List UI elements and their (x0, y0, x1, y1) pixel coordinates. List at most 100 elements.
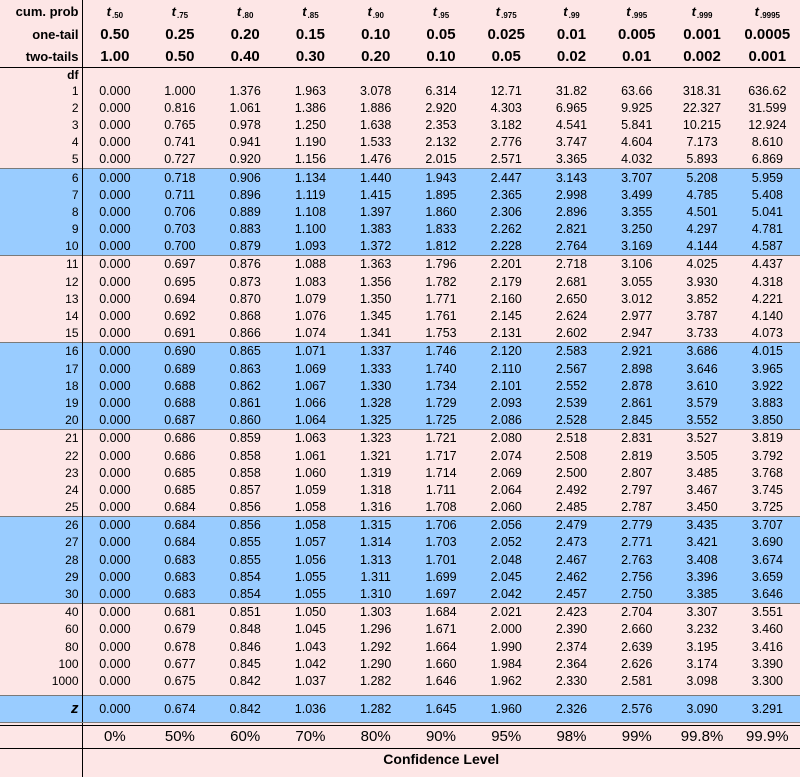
critical-value: 2.015 (425, 152, 457, 167)
critical-value: 0.856 (212, 515, 278, 534)
critical-value: 2.132 (425, 135, 457, 150)
table-row: 29 0.000 0.683 0.854 1.055 1.311 1.699 2.045 2.4… (0, 568, 800, 586)
critical-value: 3.450 (686, 500, 718, 515)
confidence-level-value: 98% (538, 724, 605, 749)
critical-value: 0.862 (212, 377, 278, 395)
df-value: 13 (0, 290, 83, 308)
df-header-blank (343, 68, 408, 83)
critical-value: 8.610 (751, 135, 783, 150)
t-subscript: .85 (307, 10, 319, 20)
df-value: 3 (0, 116, 83, 134)
df-value: 16 (0, 341, 83, 360)
confidence-level-value: 90% (408, 724, 474, 749)
critical-value: 2.921 (604, 341, 670, 360)
t-quantile-header: t.9995 (735, 0, 800, 23)
table-row: 17 0.000 0.689 0.863 1.069 1.333 1.740 2.110 2.5… (0, 360, 800, 378)
critical-value: 0.000 (99, 656, 131, 671)
df-value: 60 (0, 620, 83, 638)
two-tails-value: 0.50 (147, 45, 213, 68)
critical-value: 5.959 (734, 167, 800, 187)
spacer-cell (0, 768, 83, 777)
df-value: 6 (0, 167, 83, 187)
critical-value: 3.416 (751, 639, 783, 654)
spacer-cell (0, 722, 83, 726)
t-symbol: t (495, 3, 501, 19)
df-value: 100 (0, 655, 83, 673)
confidence-row-blank (0, 724, 83, 749)
table-row: 7 0.000 0.711 0.896 1.119 1.415 1.895 2.365 2.99… (0, 186, 800, 204)
t-quantile-header: t.995 (604, 0, 669, 23)
critical-value: 0.697 (147, 254, 213, 274)
z-value: 2.576 (604, 694, 670, 723)
critical-value: 2.080 (473, 428, 539, 447)
critical-value: 2.364 (555, 656, 588, 671)
critical-value: 9.925 (621, 100, 653, 115)
critical-value: 3.396 (669, 568, 735, 586)
critical-value: 2.056 (473, 515, 539, 534)
critical-value: 7.173 (686, 135, 718, 150)
z-value: 1.036 (277, 694, 344, 723)
df-value: 2 (0, 99, 83, 117)
critical-value: 1.088 (277, 254, 344, 274)
critical-value: 1.671 (425, 622, 457, 637)
df-value: 12 (0, 273, 83, 291)
t-subscript: .75 (177, 10, 189, 20)
critical-value: 5.893 (686, 152, 718, 167)
confidence-label-blank (0, 747, 83, 769)
df-value: 9 (0, 220, 83, 238)
table-row: 10 0.000 0.700 0.879 1.093 1.372 1.812 2.228 2.7… (0, 237, 800, 256)
t-quantile-header: t.85 (278, 0, 343, 23)
t-subscript: .90 (372, 10, 384, 20)
t-symbol: t (626, 3, 631, 19)
critical-value: 0.000 (82, 203, 148, 221)
one-tail-value: 0.05 (426, 25, 456, 43)
critical-value: 0.851 (212, 602, 278, 621)
critical-value: 2.763 (604, 551, 670, 569)
df-value: 30 (0, 585, 83, 604)
z-row: z 0.000 0.674 0.842 1.036 1.282 1.645 1.960 2.32… (0, 694, 800, 723)
critical-value: 2.000 (490, 622, 522, 637)
critical-value: 1.729 (408, 394, 474, 412)
one-tail-value: 0.10 (361, 25, 391, 43)
critical-value: 1.310 (343, 585, 409, 604)
two-tails-row: two-tails 1.00 0.50 0.40 0.30 0.20 0.10 0.05 0.… (0, 45, 800, 68)
critical-value: 2.681 (555, 274, 588, 289)
critical-value: 1.706 (408, 515, 474, 534)
confidence-level-label: Confidence Level (82, 747, 800, 769)
df-value: 24 (0, 481, 83, 499)
critical-value: 1.860 (408, 203, 474, 221)
critical-value: 0.000 (82, 341, 148, 360)
critical-value: 0.000 (82, 167, 148, 187)
critical-value: 2.567 (538, 360, 605, 378)
confidence-level-value: 95% (473, 724, 539, 749)
critical-value: 0.688 (147, 394, 213, 412)
critical-value: 3.365 (555, 152, 588, 167)
df-value: 1 (0, 82, 83, 100)
critical-value: 6.314 (425, 83, 457, 98)
critical-value: 0.683 (147, 568, 213, 586)
t-quantile-header: t.90 (343, 0, 408, 23)
spacer-cell (82, 769, 800, 777)
critical-value: 0.681 (147, 602, 213, 621)
critical-value: 0.941 (229, 135, 261, 150)
t-subscript: .975 (501, 10, 517, 20)
df-header-row: df (0, 67, 800, 83)
critical-value: 4.303 (490, 100, 522, 115)
critical-value: 3.055 (621, 274, 653, 289)
critical-value: 1.533 (360, 135, 392, 150)
critical-value: 1.697 (408, 585, 474, 604)
df-value: 4 (0, 133, 83, 151)
table-row: 4 0.000 0.741 0.941 1.190 1.533 2.132 2.776 3.74… (0, 133, 800, 151)
critical-value: 2.086 (473, 411, 539, 430)
critical-value: 0.863 (212, 360, 278, 378)
df-value: 15 (0, 324, 83, 343)
table-row: 5 0.000 0.727 0.920 1.156 1.476 2.015 2.571 3.36… (0, 150, 800, 169)
critical-value: 3.819 (734, 428, 800, 447)
critical-value: 1.079 (294, 291, 327, 306)
critical-value: 0.000 (82, 585, 148, 604)
critical-value: 1.292 (360, 639, 392, 654)
critical-value: 2.896 (538, 203, 605, 221)
z-value: 0.000 (82, 694, 148, 723)
confidence-level-value: 0% (82, 724, 148, 749)
critical-value: 0.000 (99, 500, 131, 515)
